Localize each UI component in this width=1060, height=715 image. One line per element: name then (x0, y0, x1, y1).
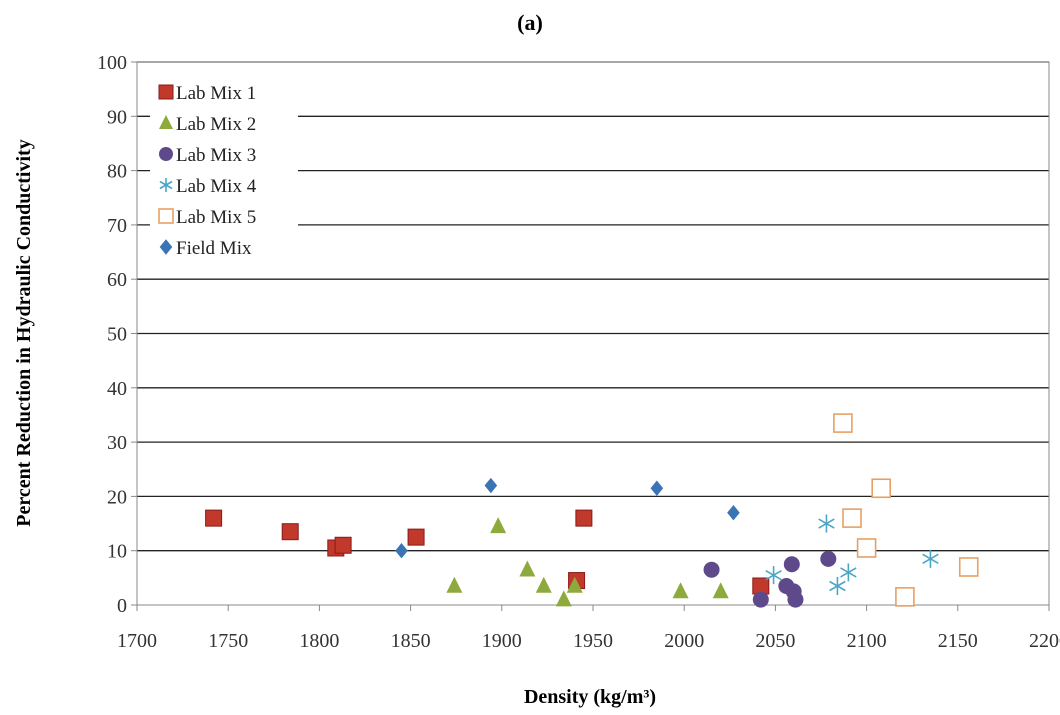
x-tick-label: 2100 (847, 630, 887, 652)
legend-item: Lab Mix 1 (158, 83, 256, 104)
data-point (650, 480, 664, 496)
x-tick-label: 1850 (391, 630, 431, 652)
y-tick-label: 50 (107, 324, 127, 346)
series-lab-mix-2 (446, 517, 729, 607)
data-point (395, 543, 408, 559)
y-tick-label: 70 (107, 215, 127, 237)
y-tick-label: 40 (107, 378, 127, 400)
series-lab-mix-1 (205, 509, 770, 595)
data-point (555, 590, 572, 607)
x-tick-label: 1750 (208, 630, 248, 652)
series-field-mix (395, 477, 740, 559)
data-point (829, 576, 846, 595)
legend-marker (159, 178, 173, 192)
legend-label: Lab Mix 2 (176, 114, 256, 135)
legend-background (150, 72, 298, 268)
legend-item: Lab Mix 4 (159, 176, 257, 197)
y-tick-label: 80 (107, 161, 127, 183)
x-axis-ticks: 1700 1750 1800 1850 1900 1950 2000 2050 2100 2150… (117, 605, 1060, 652)
data-point (840, 563, 857, 582)
data-point (842, 508, 862, 528)
data-point (566, 576, 583, 593)
data-point (535, 576, 552, 593)
x-tick-label: 2050 (755, 630, 795, 652)
data-point (958, 557, 979, 577)
data-point (703, 561, 720, 578)
legend-label: Field Mix (176, 238, 252, 259)
data-point (281, 523, 299, 541)
y-tick-label: 60 (107, 269, 127, 291)
data-point (672, 582, 689, 599)
series-lab-mix-4 (765, 514, 939, 595)
data-point (334, 536, 352, 554)
legend-marker (158, 84, 174, 100)
legend-item: Lab Mix 5 (158, 207, 256, 228)
legend-label: Lab Mix 5 (176, 207, 256, 228)
data-point (490, 517, 507, 534)
y-tick-label: 0 (117, 595, 127, 617)
y-tick-label: 90 (107, 106, 127, 128)
legend-label: Lab Mix 3 (176, 145, 256, 166)
x-tick-label: 1700 (117, 630, 157, 652)
legend-item: Lab Mix 2 (159, 114, 256, 135)
data-points (205, 413, 979, 608)
data-point (820, 550, 837, 567)
x-tick-label: 2150 (938, 630, 978, 652)
data-point (484, 477, 498, 494)
data-point (783, 556, 800, 573)
data-point (727, 504, 740, 521)
y-tick-label: 10 (107, 541, 127, 563)
x-tick-label: 1900 (482, 630, 522, 652)
y-tick-label: 20 (107, 486, 127, 508)
data-point (519, 560, 536, 577)
series-lab-mix-3 (703, 550, 837, 608)
data-point (856, 538, 877, 558)
y-axis-title: Percent Reduction in Hydraulic Conductiv… (13, 139, 35, 526)
legend-item: Lab Mix 3 (159, 145, 256, 166)
x-tick-label: 1950 (573, 630, 613, 652)
panel-label: (a) (517, 10, 543, 35)
x-tick-label: 2000 (664, 630, 704, 652)
data-point (922, 549, 939, 568)
data-point (407, 528, 425, 546)
legend-marker (159, 114, 173, 129)
x-axis-title: Density (kg/m³) (524, 686, 656, 708)
legend: Lab Mix 1 Lab Mix 2 Lab Mix 3 Lab Mix 4 Lab … (150, 72, 298, 268)
legend-marker (159, 147, 173, 161)
data-point (818, 514, 835, 533)
y-axis-ticks: 0 10 20 30 40 50 60 70 80 90 100 (97, 52, 137, 617)
legend-item: Field Mix (159, 238, 252, 259)
data-point (205, 509, 223, 527)
y-tick-label: 100 (97, 52, 127, 74)
y-tick-label: 30 (107, 432, 127, 454)
data-point (895, 587, 915, 607)
legend-label: Lab Mix 1 (176, 83, 256, 104)
x-tick-label: 1800 (299, 630, 339, 652)
legend-marker (159, 239, 173, 255)
data-point (752, 591, 769, 608)
data-point (575, 509, 593, 527)
data-point (833, 413, 853, 433)
data-point (712, 582, 729, 599)
data-point (871, 478, 891, 499)
data-point (787, 591, 804, 608)
series-lab-mix-5 (833, 413, 979, 607)
legend-label: Lab Mix 4 (176, 176, 257, 197)
legend-marker (158, 208, 174, 224)
data-point (765, 566, 782, 585)
data-point (446, 576, 463, 593)
